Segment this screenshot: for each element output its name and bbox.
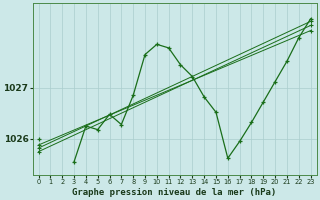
X-axis label: Graphe pression niveau de la mer (hPa): Graphe pression niveau de la mer (hPa) bbox=[72, 188, 277, 197]
